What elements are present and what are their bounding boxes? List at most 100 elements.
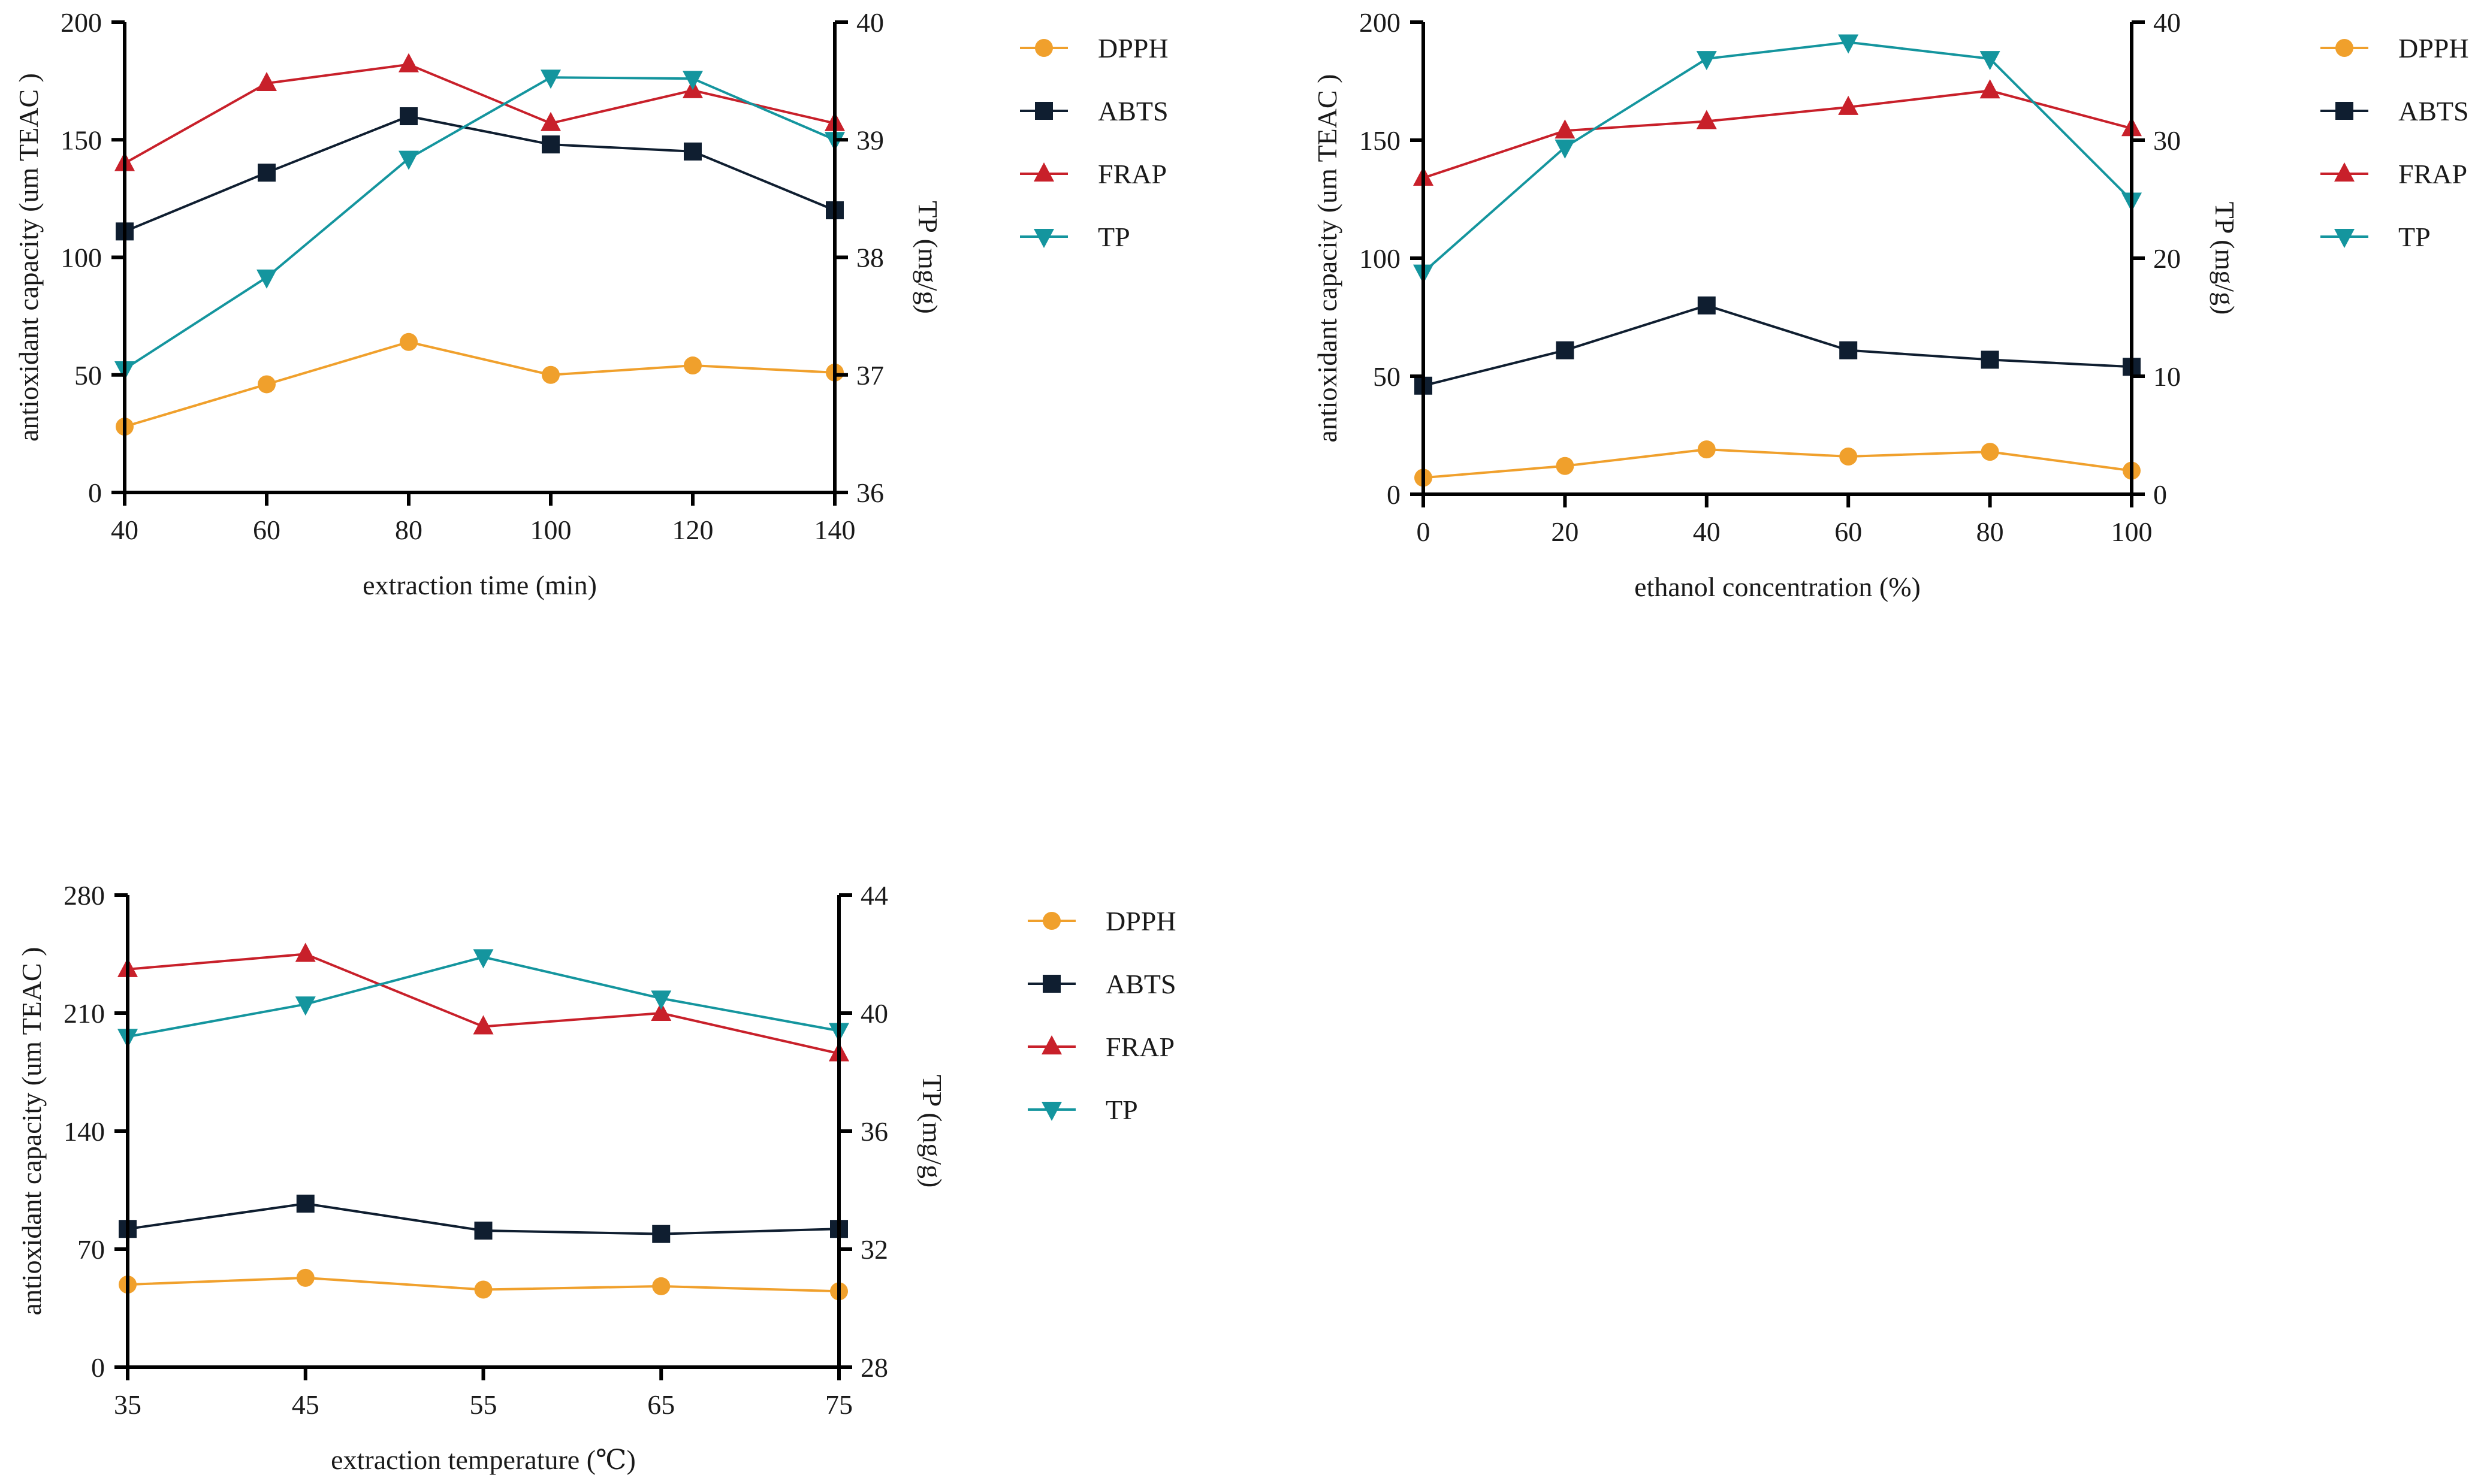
data-point-tp xyxy=(1555,139,1575,159)
legend-label: ABTS xyxy=(1106,969,1176,999)
data-point-tp xyxy=(1696,51,1717,71)
x-axis-title: extraction temperature (℃) xyxy=(331,1444,636,1475)
x-tick-label: 80 xyxy=(395,515,422,545)
legend-item-tp: TP xyxy=(1020,222,1130,252)
y2-axis-title: TP (mg/g) xyxy=(913,201,943,314)
legend-marker xyxy=(1035,102,1053,120)
legend-label: FRAP xyxy=(1098,159,1167,189)
y2-tick-label: 38 xyxy=(856,243,884,273)
data-point-abts xyxy=(1556,341,1574,359)
y-tick-label: 100 xyxy=(61,243,102,273)
data-point-tp xyxy=(651,990,672,1010)
y-tick-label: 70 xyxy=(77,1234,105,1265)
x-tick-label: 40 xyxy=(111,515,138,545)
chart-1: 40 60 80 100 120 140 0 50 100 150 200 36 37 38 39 40 ext… xyxy=(13,7,1169,600)
data-point-frap xyxy=(1838,95,1859,115)
data-point-dpph xyxy=(1697,440,1716,459)
legend-item-frap: FRAP xyxy=(1028,1032,1175,1062)
data-point-abts xyxy=(258,164,276,182)
chart-2: 0 20 40 60 80 100050100150200010203040ethanol… xyxy=(1312,7,2469,602)
y-tick-label: 50 xyxy=(1373,361,1401,392)
x-tick-label: 45 xyxy=(292,1389,319,1420)
x-tick-label: 60 xyxy=(253,515,280,545)
legend-item-dpph: DPPH xyxy=(1028,906,1176,936)
y2-tick-label: 20 xyxy=(2153,243,2181,274)
data-point-frap xyxy=(1979,79,2000,99)
data-point-abts xyxy=(1981,350,1999,369)
legend-marker xyxy=(1043,912,1061,930)
x-tick-label: 0 xyxy=(1417,516,1430,547)
data-point-dpph xyxy=(1556,457,1574,475)
legend-marker xyxy=(1035,39,1053,57)
x-tick-label: 100 xyxy=(2111,516,2153,547)
y-tick-label: 210 xyxy=(64,998,105,1029)
legend-label: TP xyxy=(2398,222,2431,252)
series-line-dpph xyxy=(1423,448,2132,479)
series-line-abts xyxy=(124,114,835,233)
data-point-dpph xyxy=(1839,447,1858,466)
legend-item-tp: TP xyxy=(1028,1095,1138,1125)
data-point-dpph xyxy=(258,375,276,394)
legend-item-dpph: DPPH xyxy=(2320,33,2469,64)
x-tick-label: 20 xyxy=(1551,516,1578,547)
data-point-dpph xyxy=(1981,443,1999,461)
x-tick-label: 140 xyxy=(814,515,856,545)
y2-tick-label: 40 xyxy=(856,7,884,38)
data-point-tp xyxy=(295,996,316,1016)
legend-label: FRAP xyxy=(2398,159,2467,189)
data-point-frap xyxy=(473,1015,494,1035)
data-point-dpph xyxy=(684,356,702,375)
legend-item-abts: ABTS xyxy=(2320,96,2469,126)
x-tick-label: 65 xyxy=(647,1389,675,1420)
y2-tick-label: 30 xyxy=(2153,125,2181,156)
series-line-dpph xyxy=(124,340,835,428)
y-tick-label: 150 xyxy=(1359,125,1401,156)
y-tick-label: 0 xyxy=(91,1352,105,1383)
y2-tick-label: 0 xyxy=(2153,479,2167,510)
y2-tick-label: 40 xyxy=(2153,7,2181,38)
y-tick-label: 50 xyxy=(74,360,102,391)
data-point-tp xyxy=(683,71,703,90)
data-point-dpph xyxy=(542,365,560,384)
legend-marker xyxy=(1042,1035,1062,1054)
data-point-frap xyxy=(541,111,561,131)
legend-marker xyxy=(1034,229,1054,248)
data-point-abts xyxy=(1839,341,1858,359)
y-tick-label: 100 xyxy=(1359,243,1401,274)
legend-marker xyxy=(2335,102,2353,120)
legend-item-dpph: DPPH xyxy=(1020,33,1169,64)
legend-item-abts: ABTS xyxy=(1020,96,1169,126)
chart-3: 35 45 55 65 75 0 70 140 210 280 28 32 36 40 44 extracti… xyxy=(16,880,1176,1475)
data-point-frap xyxy=(651,1002,672,1021)
x-tick-label: 40 xyxy=(1693,516,1721,547)
series-line-tp xyxy=(1422,41,2133,274)
y2-tick-label: 10 xyxy=(2153,361,2181,392)
legend-marker xyxy=(1034,162,1054,182)
y2-tick-label: 44 xyxy=(861,880,888,911)
data-point-tp xyxy=(1979,51,2000,71)
y2-tick-label: 32 xyxy=(861,1234,888,1265)
series-line-frap xyxy=(127,953,840,1055)
data-point-abts xyxy=(1697,296,1716,315)
y2-tick-label: 28 xyxy=(861,1352,888,1383)
legend-item-abts: ABTS xyxy=(1028,969,1176,999)
y-tick-label: 280 xyxy=(64,880,105,911)
series-line-frap xyxy=(1423,89,2132,179)
legend-label: ABTS xyxy=(1098,96,1169,126)
data-point-tp xyxy=(541,69,561,89)
legend-label: DPPH xyxy=(1106,906,1176,936)
data-point-dpph xyxy=(400,333,418,351)
data-point-dpph xyxy=(652,1277,671,1295)
x-tick-label: 60 xyxy=(1834,516,1862,547)
data-point-tp xyxy=(256,269,277,289)
y-axis-title: antioxidant capacity (um TEAC ) xyxy=(16,947,47,1316)
data-point-abts xyxy=(474,1222,493,1240)
data-point-tp xyxy=(473,949,494,969)
x-axis-title: ethanol concentration (%) xyxy=(1634,572,1921,602)
series-line-abts xyxy=(1423,304,2132,387)
x-tick-label: 35 xyxy=(114,1389,141,1420)
legend-label: TP xyxy=(1106,1095,1138,1125)
y-tick-label: 200 xyxy=(61,7,102,38)
data-point-abts xyxy=(400,107,418,125)
